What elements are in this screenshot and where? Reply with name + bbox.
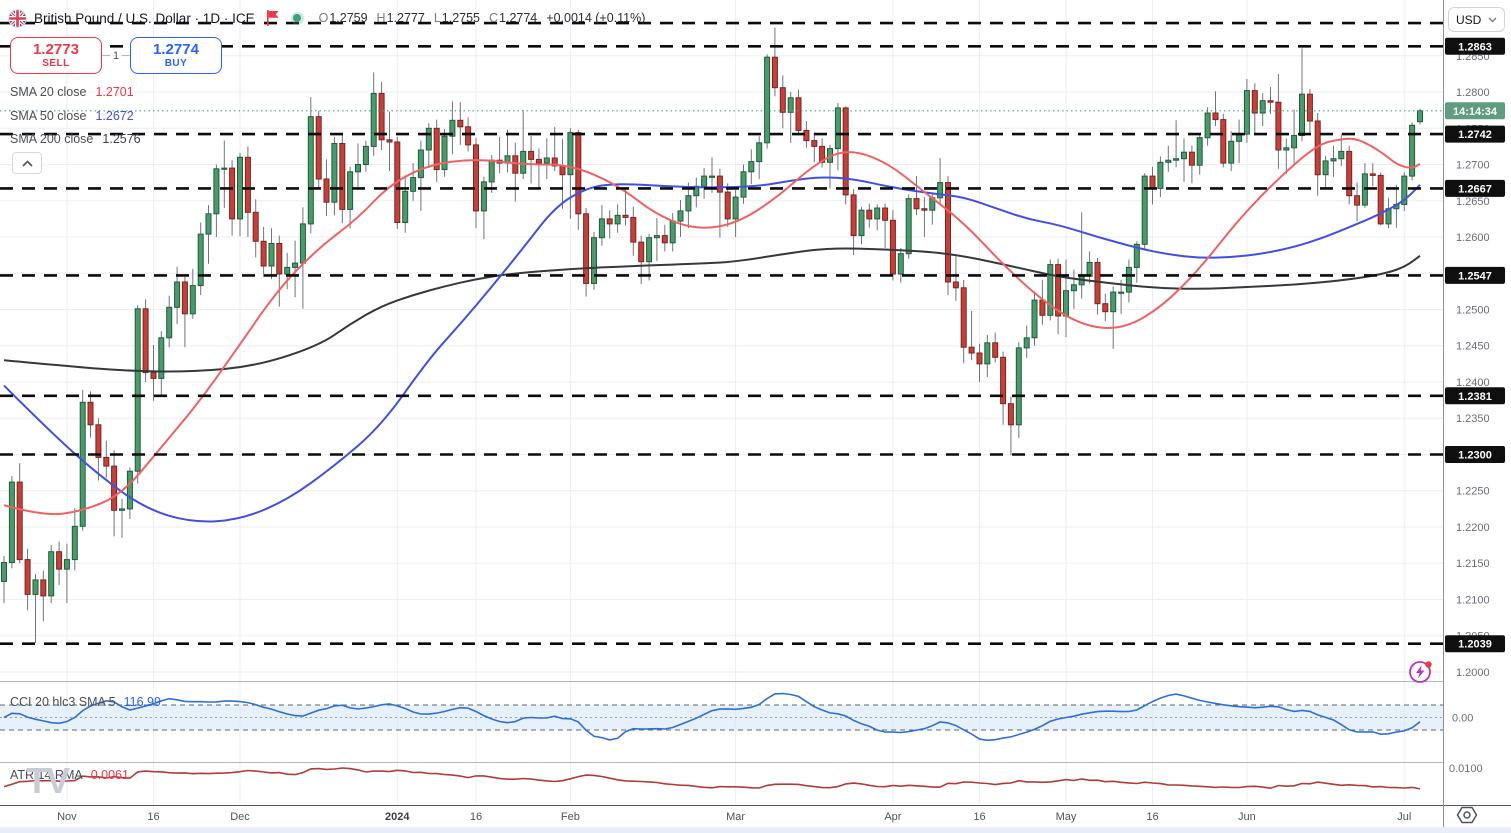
sell-label: SELL (42, 58, 70, 70)
svg-text:1.2000: 1.2000 (1456, 667, 1490, 679)
low-value: 1.2755 (441, 11, 480, 25)
svg-text:1.2742: 1.2742 (1458, 129, 1492, 141)
svg-text:14:14:34: 14:14:34 (1453, 106, 1498, 118)
svg-text:1.2150: 1.2150 (1456, 558, 1490, 570)
svg-text:16: 16 (147, 811, 159, 823)
quantity-value: 1 (112, 49, 120, 62)
buy-price: 1.2774 (153, 41, 199, 59)
legend-sma50[interactable]: SMA 50 close 1.2672 (10, 108, 134, 124)
legend-sma200[interactable]: SMA 200 close 1.2576 (10, 131, 141, 147)
svg-text:1.2400: 1.2400 (1456, 377, 1490, 389)
sell-button[interactable]: 1.2773 SELL (10, 37, 102, 74)
svg-text:Jul: Jul (1397, 811, 1411, 823)
svg-text:1.2450: 1.2450 (1456, 341, 1490, 353)
price-levels-layer[interactable] (0, 21, 1443, 646)
svg-text:May: May (1056, 811, 1077, 823)
atr-title: ATR 14 RMA (10, 768, 83, 782)
countdown-label (1445, 102, 1505, 120)
symbol-title[interactable]: British Pound / U.S. Dollar · 1D · ICE (34, 10, 255, 26)
legend-sma50-value: 1.2672 (95, 109, 134, 123)
atr-axis-scale: 0.0100 (1449, 763, 1483, 775)
svg-text:16: 16 (1146, 811, 1158, 823)
cci-title: CCI 20 hlc3 SMA 5 (10, 695, 116, 709)
svg-text:Dec: Dec (230, 811, 250, 823)
atr-line (3, 767, 1421, 790)
atr-indicator-label[interactable]: ATR 14 RMA 0.0061 (10, 768, 129, 782)
svg-text:16: 16 (973, 811, 985, 823)
candlesticks-layer (1, 27, 1423, 643)
chevron-down-icon (1488, 17, 1497, 23)
svg-text:1.2039: 1.2039 (1458, 639, 1492, 651)
price-level-labels: 1.2863 1.2742 1.2667 1.2547 1.2381 1.2300 1.20… (1445, 37, 1505, 653)
bottom-toolbar-strip (0, 827, 1511, 833)
svg-text:1.2863: 1.2863 (1458, 41, 1492, 53)
cci-indicator-label[interactable]: CCI 20 hlc3 SMA 5 116.99 (10, 695, 161, 709)
svg-text:Apr: Apr (884, 811, 901, 823)
svg-text:1.2381: 1.2381 (1458, 391, 1492, 403)
svg-text:16: 16 (470, 811, 482, 823)
hexagon-nut-icon (1456, 806, 1478, 824)
svg-text:1.2667: 1.2667 (1458, 183, 1492, 195)
legend-sma50-label: SMA 50 close (10, 109, 87, 123)
market-status-icon[interactable] (290, 11, 304, 25)
svg-text:Feb: Feb (561, 811, 580, 823)
trade-widget: 1.2773 SELL 1 1.2774 BUY (10, 37, 222, 74)
change-value: +0.0014 (+0.11%) (546, 11, 646, 25)
currency-value: USD (1456, 12, 1482, 27)
atr-value: 0.0061 (90, 768, 129, 782)
legend-sma200-value: 1.2576 (102, 132, 141, 146)
close-value: 1.2774 (499, 11, 538, 25)
alerts-lightning-button[interactable] (1407, 657, 1435, 685)
svg-text:Mar: Mar (726, 811, 745, 823)
svg-text:1.2100: 1.2100 (1456, 595, 1490, 607)
pane-settings-button[interactable] (1455, 804, 1479, 826)
legend-sma20-label: SMA 20 close (10, 85, 87, 99)
svg-text:1.2200: 1.2200 (1456, 522, 1490, 534)
cci-line (3, 692, 1421, 742)
svg-text:Nov: Nov (57, 811, 77, 823)
tradingview-watermark: TV (26, 760, 70, 801)
buy-button[interactable]: 1.2774 BUY (130, 37, 222, 74)
cci-axis-zero: 0.00 (1452, 713, 1473, 725)
flag-marker-icon[interactable] (266, 10, 280, 26)
quantity-field[interactable]: 1 (102, 50, 130, 62)
svg-text:1.2600: 1.2600 (1456, 232, 1490, 244)
sma20-line (3, 137, 1421, 516)
svg-text:1.2350: 1.2350 (1456, 413, 1490, 425)
legend-sma20-value: 1.2701 (95, 85, 134, 99)
sma50-line (3, 176, 1421, 523)
currency-dropdown[interactable]: USD (1448, 7, 1505, 32)
cci-value: 116.99 (123, 695, 161, 709)
legend-sma20[interactable]: SMA 20 close 1.2701 (10, 84, 134, 100)
open-value: 1.2759 (329, 11, 368, 25)
buy-label: BUY (164, 58, 188, 70)
svg-text:Jun: Jun (1238, 811, 1256, 823)
legend-sma200-label: SMA 200 close (10, 132, 94, 146)
gb-flag-icon (8, 8, 27, 28)
notification-dot (1425, 661, 1432, 668)
svg-text:1.2500: 1.2500 (1456, 305, 1490, 317)
svg-text:2024: 2024 (385, 811, 410, 823)
collapse-indicators-button[interactable] (12, 152, 42, 174)
svg-text:1.2800: 1.2800 (1456, 87, 1490, 99)
high-value: 1.2777 (386, 11, 425, 25)
symbol-header: British Pound / U.S. Dollar · 1D · ICE O… (8, 7, 645, 29)
svg-text:1.2650: 1.2650 (1456, 196, 1490, 208)
svg-text:1.2547: 1.2547 (1458, 270, 1492, 282)
sma200-line (3, 247, 1421, 373)
svg-text:1.2250: 1.2250 (1456, 486, 1490, 498)
svg-text:1.2300: 1.2300 (1458, 450, 1492, 462)
sell-price: 1.2773 (33, 41, 79, 59)
ohlc-readout: O1.2759 H1.2777 L1.2755 C1.2774 +0.0014 … (318, 11, 646, 25)
grid-layer (0, 0, 1443, 806)
lightning-icon (1416, 665, 1425, 679)
svg-text:1.2700: 1.2700 (1456, 160, 1490, 172)
price-axis-ticks[interactable]: 1.28501.28001.27501.27001.26501.26001.25… (1449, 51, 1490, 775)
chevron-up-icon (21, 159, 33, 167)
time-axis-labels[interactable]: Nov 16 Dec 2024 16 Feb Mar Apr 16 May 16 Jun Jul (57, 811, 1411, 823)
